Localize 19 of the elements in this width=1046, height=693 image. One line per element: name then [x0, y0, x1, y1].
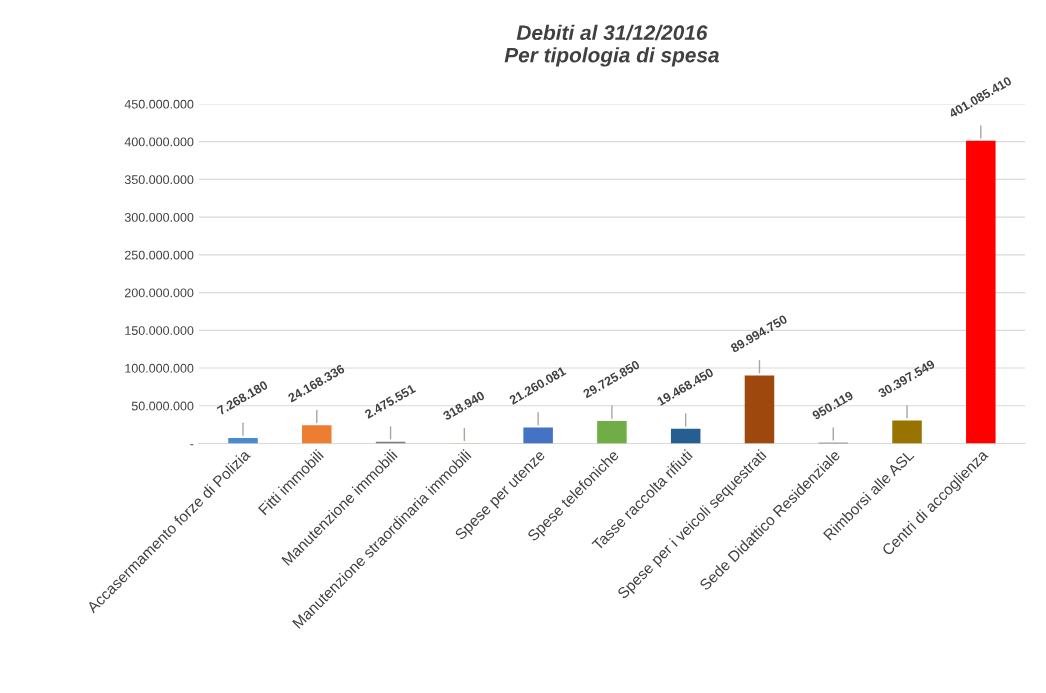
bar — [597, 421, 627, 444]
y-tick-label: 300.000.000 — [124, 212, 194, 222]
y-tick-label: 200.000.000 — [125, 288, 194, 298]
y-tick-label: 250.000.000 — [125, 250, 194, 260]
y-tick-label: 450.000.000 — [124, 99, 194, 109]
y-tick-label: 100.000.000 — [125, 363, 194, 373]
bar — [744, 375, 775, 444]
chart-title: Debiti al 31/12/2016 Per tipologia di spesa — [504, 24, 719, 67]
bar — [523, 427, 553, 444]
bar — [228, 438, 258, 444]
y-tick-label: 150.000.000 — [125, 326, 194, 335]
y-tick-label: 50.000.000 — [131, 401, 194, 411]
y-tick-label: 350.000.000 — [124, 175, 194, 185]
y-tick-label: 400.000.000 — [124, 137, 194, 147]
bar — [670, 428, 701, 444]
bar — [966, 140, 996, 444]
bar — [302, 425, 332, 444]
y-tick-label: - — [190, 444, 194, 446]
bar — [892, 420, 922, 444]
